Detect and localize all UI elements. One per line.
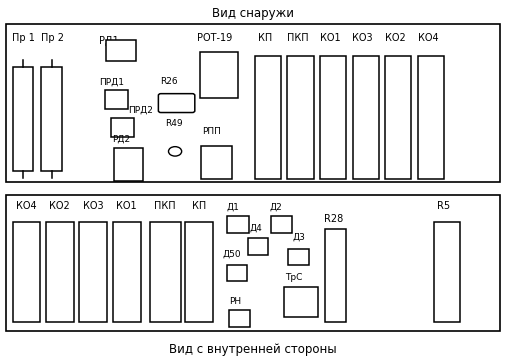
Bar [114, 148, 142, 181]
Text: РПП: РПП [201, 127, 221, 136]
Bar [13, 222, 40, 322]
Bar [111, 118, 133, 137]
Text: R26: R26 [160, 77, 178, 86]
Text: R28: R28 [323, 214, 342, 224]
Text: РД1: РД1 [99, 36, 119, 46]
Text: КО2: КО2 [49, 201, 70, 211]
Text: ПКП: ПКП [286, 33, 308, 43]
Bar [287, 56, 313, 179]
Text: КО4: КО4 [417, 33, 437, 43]
Bar [201, 146, 231, 179]
Bar [41, 67, 62, 171]
Text: КО3: КО3 [83, 201, 103, 211]
Bar [270, 216, 292, 233]
Text: ТрС: ТрС [284, 273, 301, 282]
Bar [150, 222, 180, 322]
Text: КП: КП [191, 201, 206, 211]
Bar [247, 238, 268, 255]
Text: КО4: КО4 [16, 201, 36, 211]
Bar [106, 40, 135, 61]
Text: ПКП: ПКП [154, 201, 175, 211]
Text: РОТ-19: РОТ-19 [197, 33, 232, 43]
Bar [13, 67, 33, 171]
Text: Пр 1: Пр 1 [12, 33, 35, 43]
Bar [254, 56, 280, 179]
Text: КП: КП [257, 33, 271, 43]
Bar [6, 24, 499, 182]
Bar [199, 52, 237, 98]
Text: Вид снаружи: Вид снаружи [212, 7, 293, 20]
Bar [284, 287, 318, 317]
Text: R49: R49 [165, 119, 183, 128]
Bar [227, 265, 247, 281]
Bar [319, 56, 345, 179]
Bar [46, 222, 74, 322]
Text: Д4: Д4 [249, 224, 262, 233]
Text: Д50: Д50 [222, 249, 241, 258]
Bar [6, 195, 499, 331]
Text: КО2: КО2 [384, 33, 405, 43]
Text: Д2: Д2 [269, 202, 282, 211]
Bar [185, 222, 213, 322]
Bar [352, 56, 378, 179]
Bar [417, 56, 443, 179]
Bar [79, 222, 107, 322]
Text: КО3: КО3 [352, 33, 372, 43]
Text: РД2: РД2 [112, 134, 130, 143]
Bar [113, 222, 140, 322]
Circle shape [168, 147, 181, 156]
Text: Пр 2: Пр 2 [40, 33, 64, 43]
Bar [288, 249, 308, 265]
Text: R5: R5 [436, 201, 449, 211]
Text: ПРД2: ПРД2 [128, 105, 153, 114]
Text: РН: РН [229, 297, 241, 306]
Text: Д3: Д3 [292, 232, 305, 241]
Text: Д1: Д1 [226, 202, 238, 211]
Bar [105, 90, 127, 109]
Bar [227, 216, 248, 233]
FancyBboxPatch shape [158, 94, 194, 113]
Text: КО1: КО1 [116, 201, 136, 211]
Bar [384, 56, 411, 179]
Bar [324, 229, 345, 322]
Bar [228, 310, 250, 327]
Text: Вид с внутренней стороны: Вид с внутренней стороны [169, 343, 336, 356]
Text: ПРД1: ПРД1 [99, 77, 124, 86]
Text: КО1: КО1 [319, 33, 339, 43]
Bar [433, 222, 459, 322]
